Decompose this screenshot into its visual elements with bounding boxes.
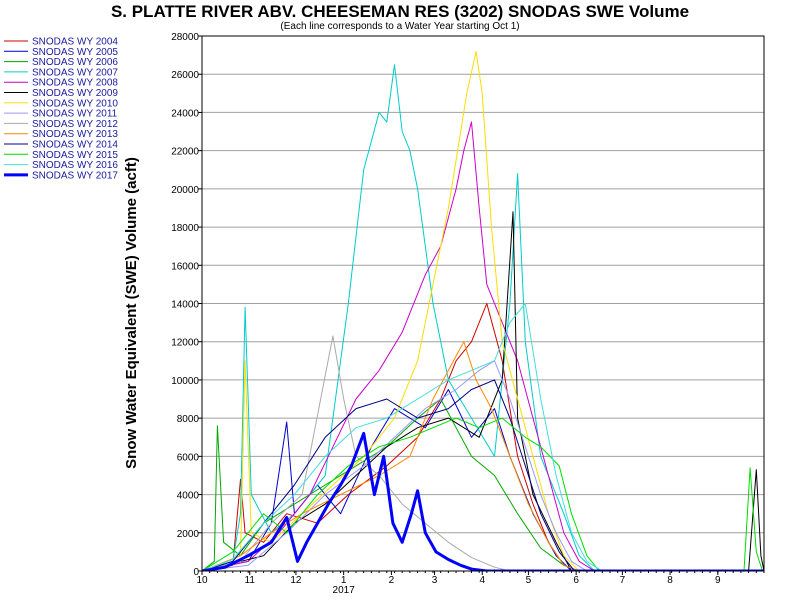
y-tick-label: 0 xyxy=(193,567,199,578)
legend-label: SNODAS WY 2004 xyxy=(32,37,118,48)
y-axis-ticks: 0 2000 4000 6000 8000 10000 12000 14000 16000 180… xyxy=(171,32,202,578)
x-tick-label: 7 xyxy=(620,575,626,586)
series-line-snodas-wy-2017 xyxy=(202,431,764,571)
x-tick-label: 9 xyxy=(715,575,721,586)
x-tick-label: 4 xyxy=(479,575,485,586)
legend-label: SNODAS WY 2009 xyxy=(32,88,118,99)
legend-label: SNODAS WY 2013 xyxy=(32,129,118,140)
legend-label: SNODAS WY 2012 xyxy=(32,119,118,130)
legend-label: SNODAS WY 2005 xyxy=(32,47,118,58)
legend-label: SNODAS WY 2014 xyxy=(32,140,118,151)
y-tick-label: 18000 xyxy=(171,223,199,234)
x-year-label: 2017 xyxy=(333,585,356,596)
series-line-snodas-wy-2014 xyxy=(202,379,764,571)
y-tick-label: 28000 xyxy=(171,32,199,43)
series-line-snodas-wy-2013 xyxy=(202,341,764,571)
y-tick-label: 24000 xyxy=(171,108,199,119)
legend-label: SNODAS WY 2006 xyxy=(32,57,118,68)
chart-title: S. PLATTE RIVER ABV. CHEESEMAN RES (3202… xyxy=(111,2,689,21)
legend-label: SNODAS WY 2007 xyxy=(32,67,118,78)
legend-label: SNODAS WY 2015 xyxy=(32,150,118,161)
series-line-snodas-wy-2007 xyxy=(202,64,764,571)
y-tick-label: 12000 xyxy=(171,338,199,349)
y-tick-label: 14000 xyxy=(171,300,199,311)
series-line-snodas-wy-2012 xyxy=(202,335,764,571)
y-tick-label: 16000 xyxy=(171,261,199,272)
legend-label: SNODAS WY 2016 xyxy=(32,160,118,171)
legend-label: SNODAS WY 2010 xyxy=(32,98,118,109)
legend-label: SNODAS WY 2011 xyxy=(32,109,118,120)
y-tick-label: 2000 xyxy=(177,529,200,540)
y-tick-label: 8000 xyxy=(177,414,200,425)
plot-area-frame xyxy=(201,35,765,572)
series-line-snodas-wy-2015 xyxy=(202,417,763,571)
x-tick-label: 10 xyxy=(196,575,208,586)
grid xyxy=(202,35,764,572)
chart-subtitle: (Each line corresponds to a Water Year s… xyxy=(280,21,519,32)
x-tick-label: 11 xyxy=(245,575,256,586)
legend-label: SNODAS WY 2017 xyxy=(32,170,118,181)
legend-label: SNODAS WY 2008 xyxy=(32,78,118,89)
series-line-snodas-wy-2016 xyxy=(202,303,764,571)
x-tick-label: 8 xyxy=(667,575,673,586)
series-line-snodas-wy-2005 xyxy=(202,389,764,571)
series-line-snodas-wy-2006 xyxy=(202,398,764,571)
y-tick-label: 4000 xyxy=(177,491,200,502)
y-tick-label: 10000 xyxy=(171,376,199,387)
series-line-snodas-wy-2011 xyxy=(202,360,764,571)
y-tick-label: 22000 xyxy=(171,147,199,158)
x-tick-label: 6 xyxy=(573,575,579,586)
x-tick-label: 12 xyxy=(290,575,302,586)
series-lines xyxy=(202,50,764,571)
x-tick-label: 2 xyxy=(389,575,395,586)
y-tick-label: 20000 xyxy=(171,185,199,196)
series-line-snodas-wy-2010 xyxy=(202,50,764,571)
x-tick-label: 5 xyxy=(526,575,532,586)
y-axis-label: Snow Water Equivalent (SWE) Volume (acft… xyxy=(123,157,140,469)
y-tick-label: 6000 xyxy=(177,452,200,463)
x-tick-label: 3 xyxy=(432,575,438,586)
series-line-snodas-wy-2008 xyxy=(202,121,764,571)
y-tick-label: 26000 xyxy=(171,70,199,81)
x-tick-label: 1 xyxy=(341,575,347,586)
